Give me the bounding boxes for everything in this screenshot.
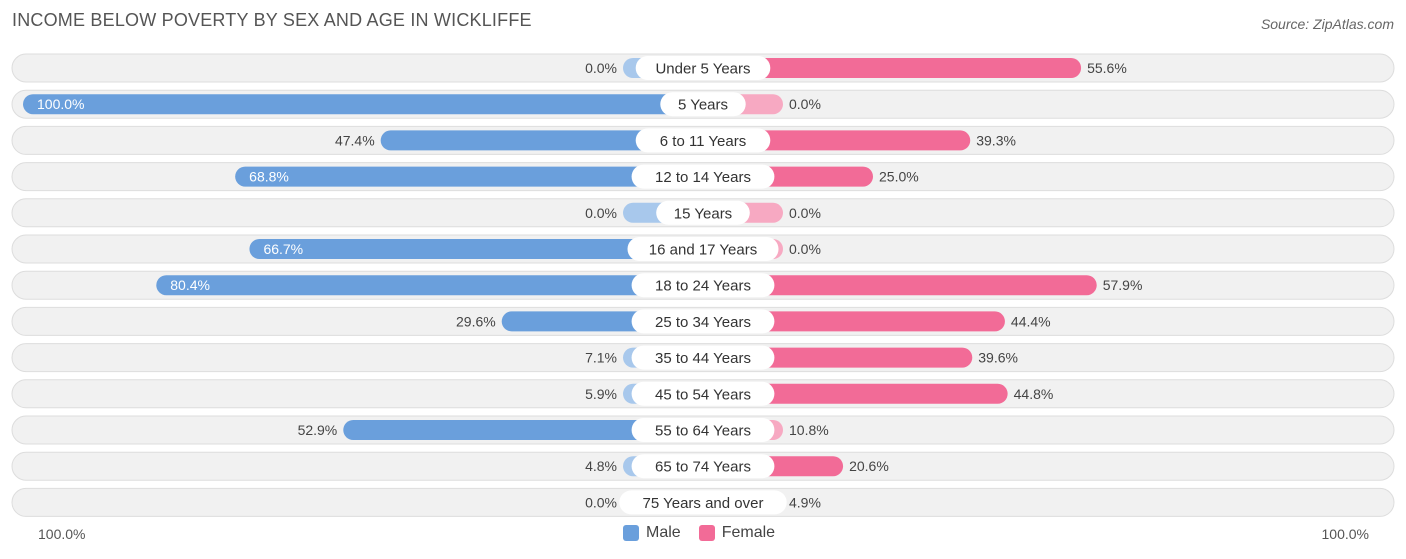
category-pill [635,128,771,153]
value-label-male: 7.1% [585,350,617,366]
category-pill [660,92,746,117]
value-label-male: 80.4% [170,277,210,293]
value-label-female: 44.8% [1014,386,1054,402]
value-label-male: 5.9% [585,386,617,402]
value-label-female: 0.0% [789,241,821,257]
bar-female [703,130,971,151]
value-label-female: 0.0% [789,205,821,221]
category-pill [631,381,775,406]
category-label: 12 to 14 Years [655,169,751,186]
value-label-female: 20.6% [849,458,889,474]
legend-label-male: Male [646,524,681,541]
legend-label-female: Female [721,524,776,541]
category-pill [631,273,775,298]
bar-male [156,275,703,296]
category-label: 15 Years [674,205,732,222]
value-label-female: 57.9% [1103,277,1143,293]
category-label: 75 Years and over [643,495,764,512]
value-label-female: 4.9% [789,494,821,510]
value-label-male: 0.0% [585,494,617,510]
bar-male [235,166,703,187]
category-label: 55 to 64 Years [655,423,751,440]
bar-female [703,275,1097,296]
bar-female [703,311,1005,332]
category-pill [631,418,775,442]
bar-female [703,58,1082,78]
bar-male [23,94,703,115]
value-label-female: 55.6% [1087,60,1127,76]
value-label-male: 4.8% [585,458,617,474]
category-pill [627,237,779,261]
category-pill [631,164,775,189]
category-pill [656,200,750,225]
category-label: 18 to 24 Years [655,278,751,295]
value-label-female: 44.4% [1011,313,1051,329]
bar-male [249,239,703,259]
bar-male [343,420,703,440]
value-label-female: 39.3% [976,132,1016,148]
value-label-female: 10.8% [789,422,829,438]
category-pill [631,309,775,334]
value-label-male: 68.8% [249,169,289,185]
category-label: 16 and 17 Years [649,242,757,259]
category-label: 45 to 54 Years [655,386,751,403]
legend-swatch-male [623,525,639,541]
source-label: Source: ZipAtlas.com [1260,16,1394,32]
value-label-male: 52.9% [298,422,338,438]
chart-svg: Under 5 Years 0.0% 55.6% 5 Years 100.0% 0.0% 6… [11,53,1395,517]
category-label: 6 to 11 Years [660,133,746,150]
axis-left-label: 100.0% [38,526,86,542]
category-label: 25 to 34 Years [655,314,751,331]
value-label-female: 0.0% [789,96,821,112]
value-label-male: 47.4% [335,132,375,148]
value-label-male: 0.0% [585,60,617,76]
value-label-male: 0.0% [585,205,617,221]
category-label: 65 to 74 Years [655,459,751,476]
legend: Male Female [623,524,793,542]
legend-swatch-female [698,525,715,541]
value-label-male: 66.7% [263,241,303,257]
legend-item-female[interactable]: Female [698,524,776,542]
category-label: 5 Years [678,97,728,114]
category-pill [631,345,775,370]
legend-item-male[interactable]: Male [623,524,681,542]
bar-male [380,130,703,151]
category-pill [619,490,787,515]
value-label-male: 29.6% [456,313,496,329]
bar-female [703,383,1008,404]
category-pill [635,56,771,80]
category-label: 35 to 44 Years [655,350,751,367]
category-pill [631,454,775,479]
chart-title: INCOME BELOW POVERTY BY SEX AND AGE IN W… [12,10,532,30]
value-label-female: 25.0% [879,169,919,185]
value-label-female: 39.6% [978,350,1018,366]
value-label-male: 100.0% [37,96,84,112]
axis-right-label: 100.0% [1321,526,1369,542]
category-label: Under 5 Years [655,61,750,78]
